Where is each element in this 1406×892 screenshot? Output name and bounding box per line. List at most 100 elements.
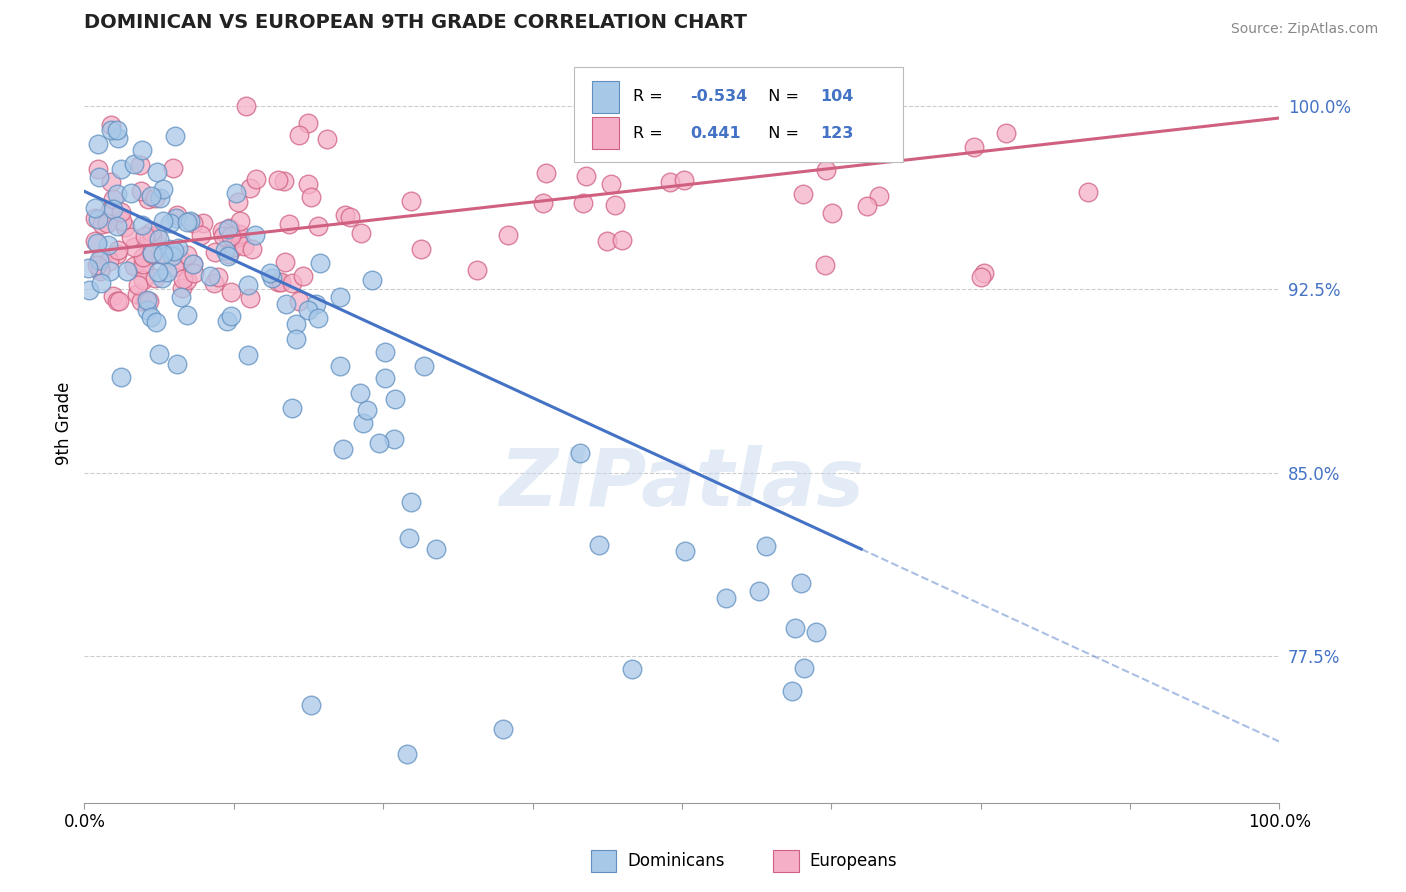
Point [219, 285, 242, 299]
FancyBboxPatch shape [592, 81, 619, 113]
Point [105, 294, 128, 309]
Point [239, 181, 262, 195]
Point [299, 190, 322, 204]
Point [308, 256, 330, 270]
Point [235, 99, 257, 113]
Point [815, 163, 838, 178]
Point [970, 269, 993, 284]
Point [132, 273, 155, 287]
Point [672, 172, 695, 186]
Point [100, 263, 122, 277]
Point [83, 201, 105, 215]
Point [181, 216, 204, 230]
Point [301, 698, 323, 712]
Point [136, 192, 159, 206]
Point [267, 172, 290, 186]
Point [105, 123, 128, 137]
Point [77, 283, 100, 297]
Point [176, 273, 198, 287]
Point [86, 258, 108, 272]
Point [288, 294, 311, 309]
Point [291, 269, 314, 284]
Point [143, 271, 166, 285]
Point [218, 220, 240, 235]
Point [132, 257, 155, 271]
Point [191, 216, 214, 230]
Point [152, 182, 174, 196]
Point [599, 177, 621, 191]
Point [87, 161, 110, 176]
Point [281, 276, 304, 290]
Text: DOMINICAN VS EUROPEAN 9TH GRADE CORRELATION CHART: DOMINICAN VS EUROPEAN 9TH GRADE CORRELAT… [84, 12, 748, 32]
Point [228, 227, 250, 242]
Point [243, 228, 266, 243]
Point [217, 249, 239, 263]
Point [148, 232, 170, 246]
Point [89, 277, 111, 291]
Point [135, 293, 157, 308]
Point [821, 205, 844, 219]
Point [797, 117, 820, 131]
Point [125, 287, 148, 301]
Point [204, 245, 226, 260]
Point [148, 347, 170, 361]
Point [612, 233, 634, 247]
Point [792, 187, 814, 202]
Point [172, 271, 194, 285]
Point [349, 385, 371, 400]
Point [141, 189, 163, 203]
Point [100, 175, 122, 189]
Text: ZIPatlas: ZIPatlas [499, 445, 865, 524]
Point [122, 156, 145, 170]
Point [176, 308, 198, 322]
Point [374, 345, 396, 359]
Point [148, 247, 170, 261]
Point [621, 662, 644, 676]
Point [183, 257, 205, 271]
Point [399, 494, 422, 508]
Point [152, 247, 174, 261]
Point [155, 265, 177, 279]
Point [110, 205, 132, 219]
Point [274, 254, 297, 268]
Text: R =: R = [633, 89, 668, 104]
Point [101, 289, 124, 303]
Point [120, 186, 142, 200]
Point [132, 250, 155, 264]
Point [122, 259, 145, 273]
Point [595, 234, 617, 248]
Point [146, 165, 169, 179]
Point [962, 140, 984, 154]
Point [100, 123, 122, 137]
Point [793, 661, 815, 675]
Point [568, 446, 591, 460]
Point [138, 294, 160, 309]
Point [307, 310, 329, 325]
Point [425, 541, 447, 556]
Point [77, 260, 100, 275]
Point [89, 263, 111, 277]
Point [673, 544, 696, 558]
Point [225, 186, 247, 200]
Point [259, 266, 281, 280]
Point [150, 271, 173, 285]
Text: Europeans: Europeans [810, 852, 897, 870]
Point [176, 215, 198, 229]
Point [166, 358, 188, 372]
Point [111, 213, 134, 227]
Point [90, 252, 112, 267]
Point [755, 539, 778, 553]
Point [1077, 185, 1099, 199]
Text: 0.441: 0.441 [690, 126, 741, 141]
Point [240, 243, 263, 257]
Point [868, 189, 890, 203]
Point [217, 221, 239, 235]
Point [398, 532, 420, 546]
Point [332, 442, 354, 456]
Point [87, 137, 110, 152]
Point [994, 127, 1017, 141]
Text: 123: 123 [821, 126, 853, 141]
Point [262, 271, 284, 285]
Point [129, 158, 152, 172]
Text: N =: N = [758, 89, 804, 104]
